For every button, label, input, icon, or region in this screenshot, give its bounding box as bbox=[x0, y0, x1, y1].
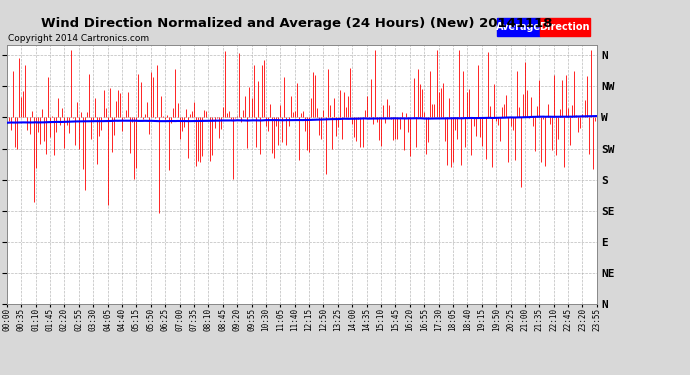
Bar bbox=[540, 18, 590, 36]
Text: Copyright 2014 Cartronics.com: Copyright 2014 Cartronics.com bbox=[8, 34, 150, 43]
Text: Average: Average bbox=[495, 22, 541, 32]
Bar bbox=[497, 18, 540, 36]
Text: Wind Direction Normalized and Average (24 Hours) (New) 20141118: Wind Direction Normalized and Average (2… bbox=[41, 17, 553, 30]
Text: Direction: Direction bbox=[540, 22, 590, 32]
